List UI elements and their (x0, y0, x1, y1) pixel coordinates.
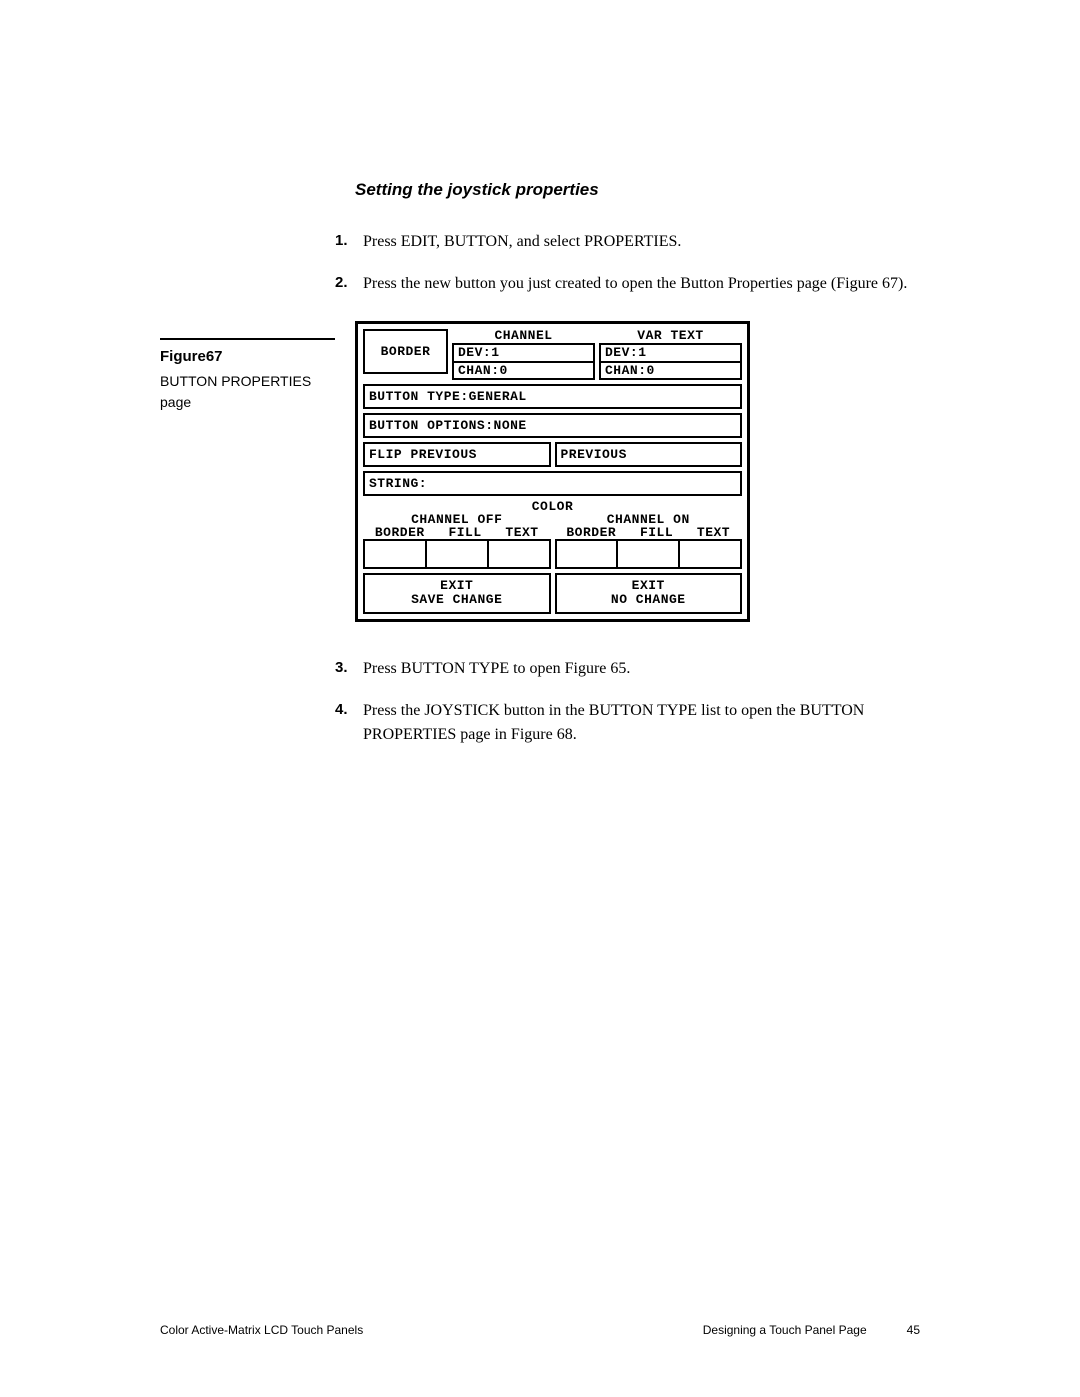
channel-dev: DEV:1 (452, 343, 595, 363)
exit-row: EXIT SAVE CHANGE EXIT NO CHANGE (363, 573, 742, 614)
flip-previous-cell: FLIP PREVIOUS (363, 442, 551, 467)
channel-off-boxes (363, 539, 551, 569)
channel-on-boxes (555, 539, 743, 569)
footer-page-number: 45 (907, 1323, 920, 1337)
exit-no-line2: NO CHANGE (561, 593, 737, 607)
steps-after: 3. Press BUTTON TYPE to open Figure 65. … (335, 657, 920, 747)
channel-chan: CHAN:0 (452, 363, 595, 381)
exit-no-line1: EXIT (561, 579, 737, 593)
var-text-title: VAR TEXT (599, 329, 742, 342)
step-num: 2. (335, 272, 363, 296)
step-text: Press the JOYSTICK button in the BUTTON … (363, 699, 920, 747)
step-4: 4. Press the JOYSTICK button in the BUTT… (335, 699, 920, 747)
col-text-label: TEXT (697, 526, 730, 539)
figure-top-row: BORDER CHANNEL DEV:1 CHAN:0 VAR TEXT DEV… (363, 329, 742, 380)
channel-group: CHANNEL DEV:1 CHAN:0 (452, 329, 595, 380)
exit-no-cell: EXIT NO CHANGE (555, 573, 743, 614)
var-text-group: VAR TEXT DEV:1 CHAN:0 (599, 329, 742, 380)
step-num: 3. (335, 657, 363, 681)
previous-cell: PREVIOUS (555, 442, 743, 467)
step-2: 2. Press the new button you just created… (335, 272, 920, 296)
col-border-label: BORDER (566, 526, 616, 539)
footer-left: Color Active-Matrix LCD Touch Panels (160, 1323, 363, 1337)
section-title: Setting the joystick properties (355, 180, 920, 200)
color-box (557, 541, 619, 567)
string-row: STRING: (363, 471, 742, 496)
page-footer: Color Active-Matrix LCD Touch Panels Des… (160, 1323, 920, 1337)
col-border-label: BORDER (375, 526, 425, 539)
col-text-label: TEXT (505, 526, 538, 539)
col-fill-label: FILL (448, 526, 481, 539)
footer-section: Designing a Touch Panel Page (703, 1323, 867, 1337)
step-text: Press BUTTON TYPE to open Figure 65. (363, 657, 630, 681)
exit-save-cell: EXIT SAVE CHANGE (363, 573, 551, 614)
step-text: Press the new button you just created to… (363, 272, 907, 296)
color-box (680, 541, 740, 567)
button-type-row: BUTTON TYPE:GENERAL (363, 384, 742, 409)
step-text: Press EDIT, BUTTON, and select PROPERTIE… (363, 230, 681, 254)
exit-save-line2: SAVE CHANGE (369, 593, 545, 607)
button-options-row: BUTTON OPTIONS:NONE (363, 413, 742, 438)
border-cell: BORDER (363, 329, 448, 374)
step-1: 1. Press EDIT, BUTTON, and select PROPER… (335, 230, 920, 254)
color-box (365, 541, 427, 567)
steps-before: 1. Press EDIT, BUTTON, and select PROPER… (335, 230, 920, 296)
color-row: CHANNEL OFF BORDER FILL TEXT CHANNEL ON (363, 513, 742, 569)
color-box (427, 541, 489, 567)
var-text-chan: CHAN:0 (599, 363, 742, 381)
figure-diagram: BORDER CHANNEL DEV:1 CHAN:0 VAR TEXT DEV… (355, 321, 750, 622)
channel-off-group: CHANNEL OFF BORDER FILL TEXT (363, 513, 551, 569)
step-num: 4. (335, 699, 363, 747)
channel-off-subhead: BORDER FILL TEXT (363, 526, 551, 539)
step-num: 1. (335, 230, 363, 254)
color-section: COLOR CHANNEL OFF BORDER FILL TEXT (363, 500, 742, 569)
main-content: Setting the joystick properties 1. Press… (160, 180, 920, 765)
exit-save-line1: EXIT (369, 579, 545, 593)
footer-right: Designing a Touch Panel Page 45 (703, 1323, 920, 1337)
channel-on-group: CHANNEL ON BORDER FILL TEXT (555, 513, 743, 569)
color-box (618, 541, 680, 567)
step-3: 3. Press BUTTON TYPE to open Figure 65. (335, 657, 920, 681)
flip-prev-row: FLIP PREVIOUS PREVIOUS (363, 442, 742, 467)
channel-title: CHANNEL (452, 329, 595, 342)
col-fill-label: FILL (640, 526, 673, 539)
channel-on-subhead: BORDER FILL TEXT (555, 526, 743, 539)
var-text-dev: DEV:1 (599, 343, 742, 363)
color-box (489, 541, 549, 567)
